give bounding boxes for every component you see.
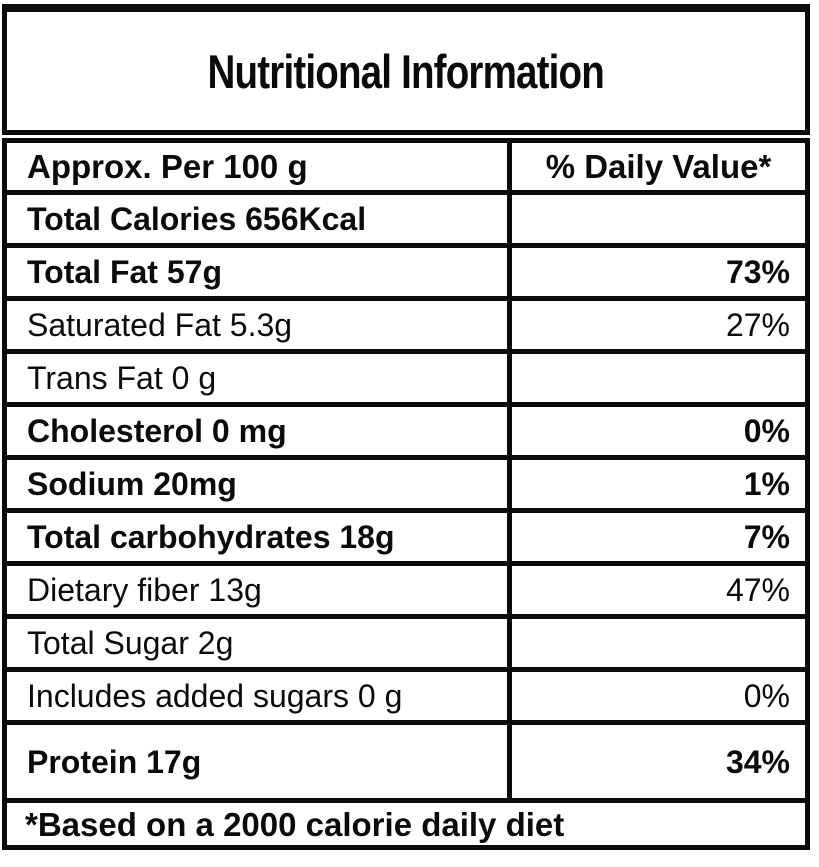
daily-value: 47%	[725, 572, 790, 608]
daily-value: 0%	[743, 413, 790, 449]
nutrient-label: Dietary fiber 13g	[7, 566, 512, 614]
row-protein: Protein 17g 34%	[7, 725, 805, 803]
footnote: *Based on a 2000 calorie daily diet	[25, 805, 565, 843]
row-dietary-fiber: Dietary fiber 13g 47%	[7, 566, 805, 619]
daily-value	[512, 195, 805, 243]
daily-value: 34%	[725, 743, 790, 780]
nutrient-label: Total Fat 57g	[7, 248, 512, 296]
row-total-fat: Total Fat 57g 73%	[7, 248, 805, 301]
nutrient-label: Sodium 20mg	[7, 460, 512, 508]
nutrient-label: Cholesterol 0 mg	[7, 407, 512, 455]
daily-value: 7%	[743, 519, 790, 555]
daily-value: 0%	[743, 678, 790, 714]
row-total-carbohydrates: Total carbohydrates 18g 7%	[7, 513, 805, 566]
row-saturated-fat: Saturated Fat 5.3g 27%	[7, 301, 805, 354]
page-title: Nutritional Information	[207, 44, 605, 98]
row-added-sugars: Includes added sugars 0 g 0%	[7, 672, 805, 725]
column-header-serving: Approx. Per 100 g	[7, 143, 512, 190]
nutrient-label: Includes added sugars 0 g	[7, 672, 512, 720]
nutrition-table: Approx. Per 100 g % Daily Value* Total C…	[2, 138, 810, 850]
table-footnote-row: *Based on a 2000 calorie daily diet	[7, 803, 805, 845]
table-header-row: Approx. Per 100 g % Daily Value*	[7, 143, 805, 195]
daily-value: 73%	[725, 254, 790, 290]
nutrient-label: Total Sugar 2g	[7, 619, 512, 667]
nutrient-label: Saturated Fat 5.3g	[7, 301, 512, 349]
nutrient-label: Total carbohydrates 18g	[7, 513, 512, 561]
column-header-daily-value: % Daily Value*	[545, 148, 772, 185]
row-total-calories: Total Calories 656Kcal	[7, 195, 805, 248]
title-box: Nutritional Information	[2, 4, 810, 135]
row-cholesterol: Cholesterol 0 mg 0%	[7, 407, 805, 460]
daily-value	[512, 619, 805, 667]
row-total-sugar: Total Sugar 2g	[7, 619, 805, 672]
daily-value	[512, 354, 805, 402]
nutrient-label: Total Calories 656Kcal	[7, 195, 512, 243]
nutrient-label: Protein 17g	[7, 725, 512, 798]
daily-value: 27%	[725, 307, 790, 343]
nutrient-label: Trans Fat 0 g	[7, 354, 512, 402]
row-sodium: Sodium 20mg 1%	[7, 460, 805, 513]
daily-value: 1%	[743, 466, 790, 502]
row-trans-fat: Trans Fat 0 g	[7, 354, 805, 407]
